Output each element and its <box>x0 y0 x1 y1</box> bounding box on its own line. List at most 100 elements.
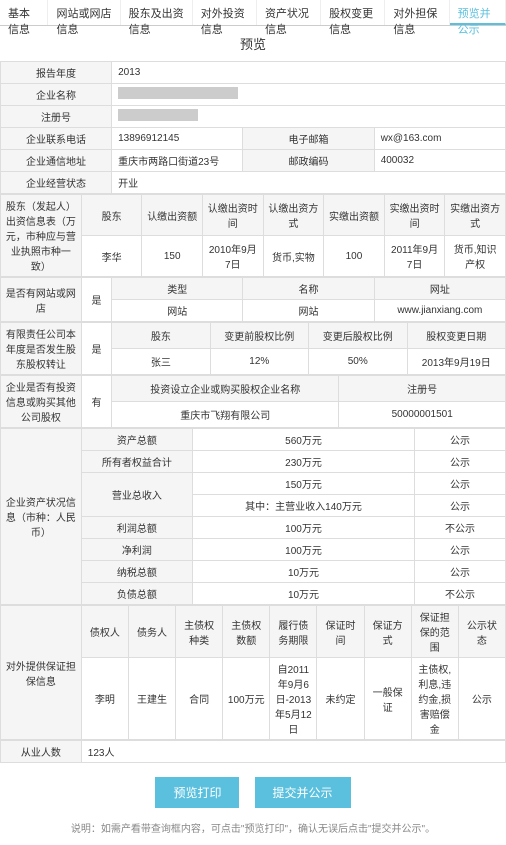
zip-label: 邮政编码 <box>243 150 374 172</box>
site-col-0: 类型 <box>112 278 243 300</box>
g-col: 主债权数额 <box>223 606 270 658</box>
site-col-1: 名称 <box>243 278 374 300</box>
equity-val: 是 <box>81 323 111 375</box>
outinv-val: 有 <box>81 376 111 428</box>
staff-label: 从业人数 <box>1 741 82 763</box>
staff-table: 从业人数 123人 <box>0 740 506 763</box>
invest-table: 股东（发起人）出资信息表（万元，市种应与营业执照市种一致） 股东 认缴出资额 认… <box>0 194 506 277</box>
phone-label: 企业联系电话 <box>1 128 112 150</box>
year-label: 报告年度 <box>1 62 112 84</box>
g-cell: 合同 <box>176 658 223 740</box>
tab-bar: 基本信息 网站或网店信息 股东及出资信息 对外投资信息 资产状况信息 股权变更信… <box>0 0 506 26</box>
assets-header: 企业资产状况信息（市种：人民币） <box>1 429 82 605</box>
outinv-cell: 重庆市飞翔有限公司 <box>112 402 339 428</box>
g-col: 主债权种类 <box>176 606 223 658</box>
invest-cell: 李华 <box>81 236 142 277</box>
assets-cell: 100万元 <box>192 517 414 539</box>
g-col: 履行债务期限 <box>270 606 317 658</box>
invest-cell: 2010年9月7日 <box>202 236 263 277</box>
assets-row-label: 纳税总额 <box>81 561 192 583</box>
tab-basic[interactable]: 基本信息 <box>0 0 48 25</box>
assets-cell: 其中：主营业收入140万元 <box>192 495 414 517</box>
equity-cell: 张三 <box>112 349 210 375</box>
assets-cell: 不公示 <box>415 517 506 539</box>
tab-site[interactable]: 网站或网店信息 <box>48 0 120 25</box>
assets-cell: 公示 <box>415 539 506 561</box>
g-cell: 未约定 <box>317 658 364 740</box>
assets-cell: 公示 <box>415 473 506 495</box>
addr-label: 企业通信地址 <box>1 150 112 172</box>
equity-col-0: 股东 <box>112 323 210 349</box>
outinv-header: 企业是否有投资信息或购买其他公司股权 <box>1 376 82 428</box>
regno-value <box>112 106 506 128</box>
invest-col-3: 认缴出资方式 <box>263 195 324 236</box>
invest-col-6: 实缴出资方式 <box>445 195 506 236</box>
g-col: 债权人 <box>81 606 128 658</box>
g-cell: 王建生 <box>128 658 175 740</box>
assets-cell: 不公示 <box>415 583 506 605</box>
assets-cell: 560万元 <box>192 429 414 451</box>
regno-label: 注册号 <box>1 106 112 128</box>
assets-cell: 10万元 <box>192 561 414 583</box>
site-val: 是 <box>81 278 111 322</box>
g-col: 公示状态 <box>458 606 505 658</box>
assets-cell: 公示 <box>415 429 506 451</box>
submit-publish-button[interactable]: 提交并公示 <box>255 777 351 808</box>
invest-col-2: 认缴出资时间 <box>202 195 263 236</box>
state-label: 企业经营状态 <box>1 172 112 194</box>
assets-cell: 230万元 <box>192 451 414 473</box>
staff-value: 123人 <box>81 741 505 763</box>
g-cell: 李明 <box>81 658 128 740</box>
invest-cell: 100 <box>324 236 385 277</box>
tab-assets[interactable]: 资产状况信息 <box>257 0 321 25</box>
assets-cell: 公示 <box>415 495 506 517</box>
outinv-table: 企业是否有投资信息或购买其他公司股权 有 投资设立企业或购买股权企业名称 注册号… <box>0 375 506 428</box>
phone-value: 13896912145 <box>112 128 243 150</box>
assets-row-label: 所有者权益合计 <box>81 451 192 473</box>
guarantee-table: 对外提供保证担保信息 债权人 债务人 主债权种类 主债权数额 履行债务期限 保证… <box>0 605 506 740</box>
assets-row-label: 资产总额 <box>81 429 192 451</box>
g-col: 债务人 <box>128 606 175 658</box>
g-cell: 自2011年9月6日-2013年5月12日 <box>270 658 317 740</box>
name-value <box>112 84 506 106</box>
button-bar: 预览打印 提交并公示 <box>0 763 506 816</box>
name-label: 企业名称 <box>1 84 112 106</box>
email-value: wx@163.com <box>374 128 505 150</box>
assets-row-label: 负债总额 <box>81 583 192 605</box>
equity-header: 有限责任公司本年度是否发生股东股权转让 <box>1 323 82 375</box>
invest-cell: 2011年9月7日 <box>384 236 445 277</box>
equity-col-3: 股权变更日期 <box>407 323 506 349</box>
tab-preview[interactable]: 预览并公示 <box>450 0 506 25</box>
tab-guarantee[interactable]: 对外担保信息 <box>385 0 449 25</box>
site-header: 是否有网站或网店 <box>1 278 82 322</box>
tab-invest[interactable]: 股东及出资信息 <box>121 0 193 25</box>
assets-cell: 公示 <box>415 561 506 583</box>
equity-col-1: 变更前股权比例 <box>210 323 308 349</box>
outinv-cell: 50000001501 <box>339 402 506 428</box>
zip-value: 400032 <box>374 150 505 172</box>
site-cell: 网站 <box>243 300 374 322</box>
outinv-col-0: 投资设立企业或购买股权企业名称 <box>112 376 339 402</box>
g-cell: 公示 <box>458 658 505 740</box>
assets-cell: 150万元 <box>192 473 414 495</box>
g-col: 保证担保的范围 <box>411 606 458 658</box>
tab-equity[interactable]: 股权变更信息 <box>321 0 385 25</box>
invest-col-1: 认缴出资额 <box>142 195 203 236</box>
guarantee-header: 对外提供保证担保信息 <box>1 606 82 740</box>
g-cell: 一般保证 <box>364 658 411 740</box>
assets-row-label: 利润总额 <box>81 517 192 539</box>
invest-cell: 货币,实物 <box>263 236 324 277</box>
assets-cell: 10万元 <box>192 583 414 605</box>
site-cell: 网站 <box>112 300 243 322</box>
g-col: 保证方式 <box>364 606 411 658</box>
equity-cell: 50% <box>309 349 407 375</box>
assets-row-label: 营业总收入 <box>81 473 192 517</box>
equity-cell: 2013年9月19日 <box>407 349 506 375</box>
equity-col-2: 变更后股权比例 <box>309 323 407 349</box>
invest-col-4: 实缴出资额 <box>324 195 385 236</box>
tab-outinv[interactable]: 对外投资信息 <box>193 0 257 25</box>
preview-print-button[interactable]: 预览打印 <box>155 777 239 808</box>
equity-table: 有限责任公司本年度是否发生股东股权转让 是 股东 变更前股权比例 变更后股权比例… <box>0 322 506 375</box>
outinv-col-1: 注册号 <box>339 376 506 402</box>
g-col: 保证时间 <box>317 606 364 658</box>
